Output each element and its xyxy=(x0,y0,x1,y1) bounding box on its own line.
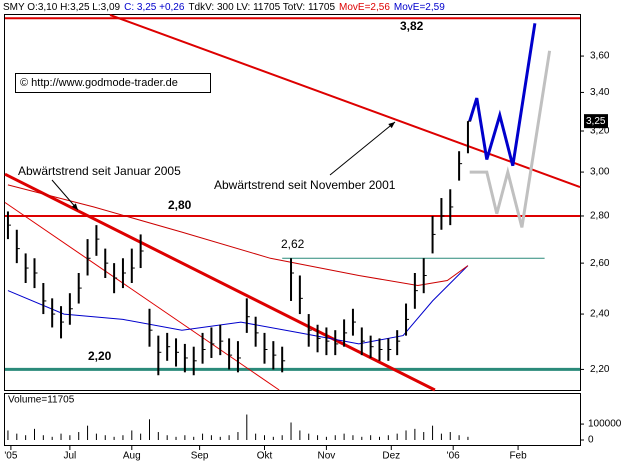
header-part: MovE=2,59 xyxy=(394,2,445,13)
annotation: 3,82 xyxy=(400,19,424,33)
volume-frame xyxy=(4,393,581,446)
arrow-line xyxy=(329,121,396,176)
annotation: Abwärtstrend seit November 2001 xyxy=(214,178,396,192)
trend-line xyxy=(4,172,436,392)
x-tick-label: Dez xyxy=(382,451,400,462)
last-price-label: 3,25 xyxy=(586,116,606,127)
x-tick-label: '06 xyxy=(447,451,460,462)
x-tick-label: Nov xyxy=(318,451,336,462)
y-tick-label: 3,00 xyxy=(590,167,610,178)
header: SMY O:3,10 H:3,25 L:3,09 C: 3,25 +0,26 Tdk… xyxy=(3,2,445,13)
volume-tick-label: 100000 xyxy=(588,419,622,430)
annotation: 2,62 xyxy=(281,237,305,251)
moving-average xyxy=(7,184,469,287)
header-part: MovE=2,56 xyxy=(339,2,390,13)
y-tick-label: 3,60 xyxy=(590,51,610,62)
x-tick-label: Okt xyxy=(257,451,273,462)
volume-label: Volume=11705 xyxy=(8,395,75,406)
plot-frame xyxy=(4,14,581,391)
x-tick-label: '05 xyxy=(4,451,17,462)
trend-line xyxy=(469,50,552,228)
arrow-line xyxy=(51,179,79,211)
trend-line xyxy=(109,14,581,189)
trend-line xyxy=(468,23,537,167)
x-tick-label: Aug xyxy=(123,451,141,462)
last-price-box xyxy=(584,114,608,129)
arrow-head xyxy=(71,203,78,210)
arrow-head xyxy=(388,122,395,129)
trend-line xyxy=(4,202,280,391)
annotation: 2,80 xyxy=(168,198,192,212)
volume-tick-label: 0 xyxy=(588,435,594,446)
annotation: 2,20 xyxy=(88,349,112,363)
annotation: Abwärtstrend seit Januar 2005 xyxy=(18,164,181,178)
y-tick-label: 2,60 xyxy=(590,258,610,269)
y-tick-label: 2,20 xyxy=(590,364,610,375)
header-part: TdkV: 300 LV: 11705 TotV: 11705 xyxy=(188,2,335,13)
y-tick-label: 3,40 xyxy=(590,87,610,98)
x-tick-label: Feb xyxy=(509,451,527,462)
copyright-box xyxy=(15,73,211,93)
copyright: © http://www.godmode-trader.de xyxy=(20,77,178,89)
header-part: C: 3,25 +0,26 xyxy=(124,2,185,13)
y-tick-label: 2,80 xyxy=(590,211,610,222)
y-tick-label: 2,40 xyxy=(590,309,610,320)
header-part: SMY O:3,10 H:3,25 L:3,09 xyxy=(3,2,121,13)
x-tick-label: Sep xyxy=(191,451,209,462)
x-tick-label: Jul xyxy=(63,451,76,462)
moving-average xyxy=(7,265,469,345)
y-tick-label: 3,20 xyxy=(590,126,610,137)
